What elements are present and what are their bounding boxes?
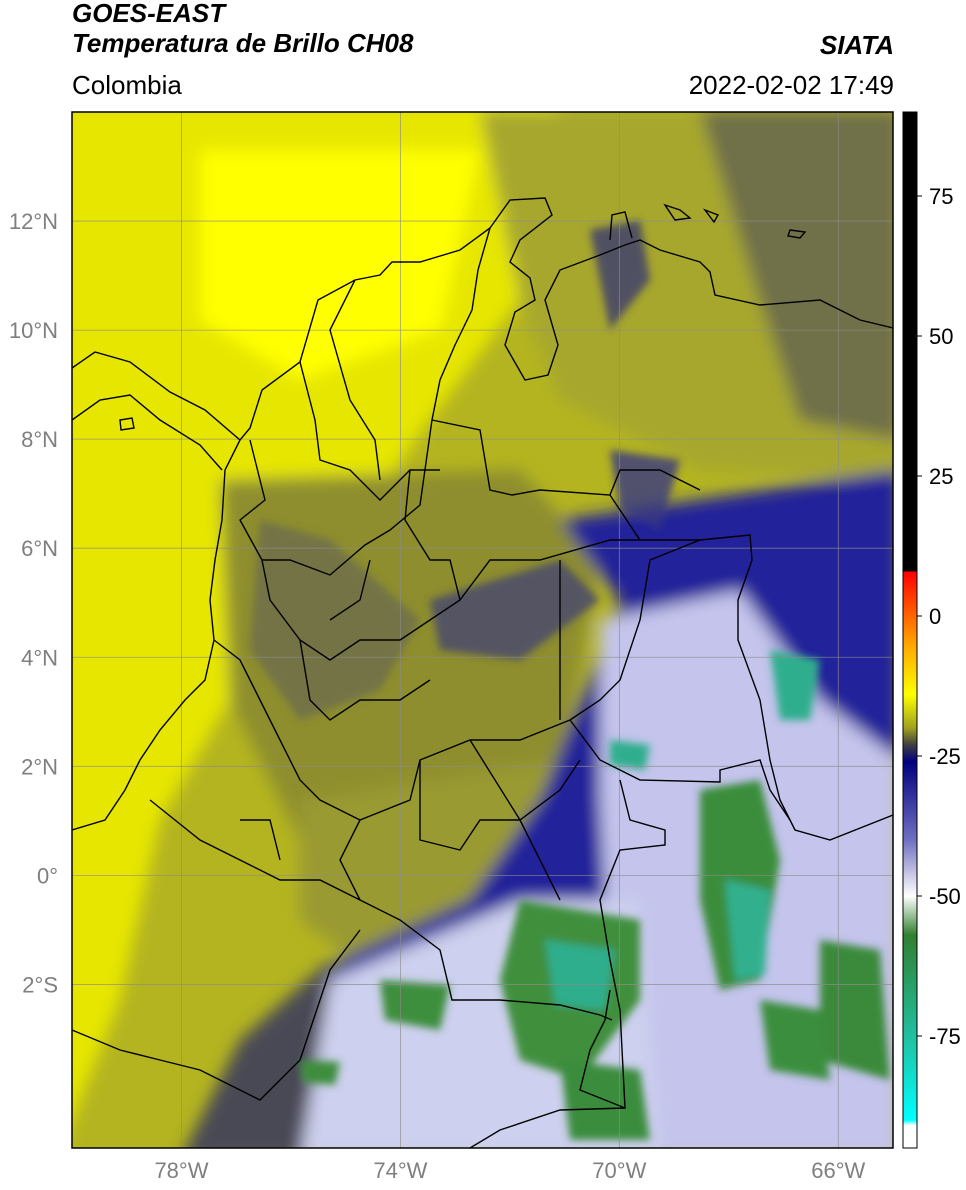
colorbar-tick-label: 50	[929, 324, 953, 349]
sw-dark-band	[186, 960, 330, 1148]
datetime-label: 2022-02-02 17:49	[688, 70, 894, 100]
colombia-peru-border	[149, 799, 613, 1021]
latitude-tick-label: 10°N	[9, 318, 58, 343]
satellite-image	[72, 112, 893, 1148]
cold-top-teal	[725, 880, 770, 980]
colorbar	[902, 111, 918, 1149]
dept-border	[329, 559, 371, 621]
peru-brazil-border	[469, 1107, 626, 1148]
colorbar-tick-label: 0	[929, 604, 941, 629]
dept-border	[609, 469, 701, 496]
region-label: Colombia	[72, 70, 182, 100]
ne-dark-band	[700, 112, 893, 439]
convective-streak	[250, 520, 420, 720]
panama-border	[72, 394, 223, 471]
longitude-labels: 78°W 74°W 70°W 66°W	[154, 1158, 865, 1183]
dept-border	[261, 539, 640, 661]
amazon-border	[579, 779, 666, 1110]
colorbar-tick-label: -50	[929, 884, 961, 909]
cold-top-teal	[545, 940, 615, 1010]
cold-top-green	[820, 940, 890, 1080]
colorbar-tick-label: 25	[929, 464, 953, 489]
island	[663, 203, 692, 221]
warm-air-region	[72, 112, 558, 1120]
latitude-tick-label: 8°N	[21, 427, 58, 452]
map-frame	[71, 111, 894, 1149]
latitude-tick-label: 6°N	[21, 536, 58, 561]
latitude-tick-label: 12°N	[9, 209, 58, 234]
latitude-tick-label: 2°S	[22, 972, 58, 997]
island	[702, 208, 720, 224]
convective-streak	[590, 220, 650, 330]
dept-border	[329, 279, 381, 481]
convective-streak	[430, 560, 600, 660]
colorbar-ticks: 75 50 25 0 -25 -50 -75	[917, 184, 961, 1049]
latitude-tick-label: 0°	[37, 863, 58, 888]
pacific-coastline	[72, 439, 241, 831]
island	[787, 229, 807, 239]
dept-border	[404, 469, 461, 601]
product-title: Temperatura de Brillo CH08	[72, 28, 414, 58]
caribbean-coastline	[72, 197, 893, 441]
dept-border	[469, 739, 561, 901]
longitude-tick-label: 74°W	[373, 1158, 427, 1183]
longitude-tick-label: 66°W	[811, 1158, 865, 1183]
colorbar-tick-label: 75	[929, 184, 953, 209]
cold-top-green	[380, 980, 450, 1030]
cold-top-green	[760, 1000, 830, 1080]
latitude-labels: 12°N 10°N 8°N 6°N 4°N 2°N 0° 2°S	[9, 209, 58, 997]
map-grid	[72, 112, 893, 1148]
latitude-tick-label: 2°N	[21, 754, 58, 779]
dept-border	[569, 539, 701, 721]
cold-top-teal	[770, 650, 820, 720]
longitude-tick-label: 78°W	[154, 1158, 208, 1183]
organization-label: SIATA	[819, 30, 894, 60]
colombia-brazil-border	[569, 719, 791, 821]
colorbar-tick-label: -25	[929, 744, 961, 769]
dept-border	[299, 639, 431, 721]
paraguana	[609, 211, 633, 241]
dept-border	[213, 639, 571, 821]
longitude-tick-label: 70°W	[592, 1158, 646, 1183]
ecuador-peru-border	[72, 929, 361, 1101]
cold-top-green	[300, 1060, 340, 1085]
cold-top-teal	[610, 740, 650, 770]
latitude-tick-label: 4°N	[21, 645, 58, 670]
dept-border	[339, 819, 361, 901]
satellite-title: GOES-EAST	[72, 0, 226, 28]
dept-border	[419, 759, 581, 851]
colorbar-tick-label: -75	[929, 1024, 961, 1049]
country-borders	[72, 197, 893, 1148]
island	[119, 417, 135, 431]
dept-border	[240, 819, 281, 861]
hot-spot-region	[200, 150, 480, 380]
